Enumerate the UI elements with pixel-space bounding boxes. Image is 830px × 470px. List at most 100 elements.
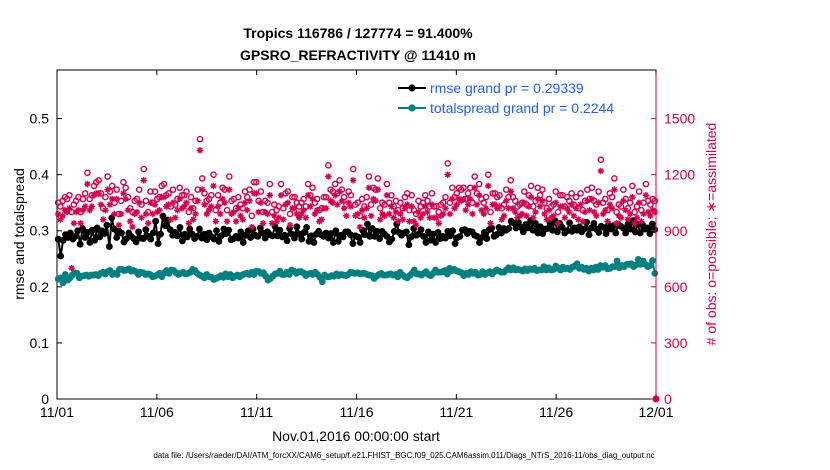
assimilated-obs-point: [588, 195, 596, 203]
assimilated-obs-point: [329, 199, 337, 206]
possible-obs-point: [647, 201, 654, 208]
possible-obs-point: [133, 195, 141, 203]
assimilated-obs-point: [572, 205, 580, 212]
assimilated-obs-point: [507, 188, 514, 195]
data-point-0: [558, 223, 566, 231]
possible-obs-point: [651, 197, 659, 205]
assimilated-obs-point: [552, 199, 559, 206]
assimilated-obs-point: [629, 193, 636, 201]
data-point-0: [159, 212, 167, 220]
assimilated-obs-point: [626, 210, 634, 218]
legend: rmse grand pr = 0.29339 totalspread gran…: [392, 78, 648, 118]
possible-obs-point: [304, 180, 312, 188]
data-point-0: [334, 237, 342, 245]
y-tick-label: 0.2: [30, 279, 50, 295]
legend-spread-label: totalspread grand pr = 0.2244: [430, 100, 614, 116]
axis-layer: 0 0.1 0.2 0.3 0.4 0.5 0 300 600 900 1200 1500 11/01 1…: [30, 70, 695, 420]
assimilated-obs-point: [584, 197, 591, 205]
assimilated-obs-point: [644, 208, 652, 216]
assimilated-obs-point: [575, 216, 582, 223]
assimilated-obs-point: [86, 206, 93, 214]
data-point-0: [300, 229, 308, 236]
assimilated-obs-point: [298, 210, 305, 218]
x-axis-label: Nov.01,2016 00:00:00 start: [272, 428, 440, 444]
possible-obs-point: [633, 203, 641, 210]
data-point-0: [174, 232, 181, 240]
y2-axis-label: # of obs: o=possible; ∗=assimilated: [703, 123, 719, 346]
data-point-0: [354, 233, 362, 241]
chart-subtitle: GPSRO_REFRACTIVITY @ 11410 m: [240, 47, 476, 63]
assimilated-obs-point: [126, 218, 134, 225]
possible-obs-point: [421, 191, 429, 199]
legend-rmse-marker: [408, 84, 416, 92]
data-point-0: [91, 236, 99, 244]
data-point-0: [152, 217, 160, 225]
possible-obs-point: [566, 197, 573, 205]
possible-obs-point: [464, 190, 472, 197]
assimilated-obs-point: [334, 201, 341, 208]
assimilated-obs-point: [523, 212, 530, 220]
assimilated-obs-point: [277, 192, 285, 199]
possible-obs-point: [482, 193, 490, 201]
assimilated-obs-point: [512, 208, 519, 216]
x-tick-label: 11/26: [539, 404, 573, 420]
assimilated-obs-point: [590, 208, 598, 216]
possible-obs-point: [507, 176, 515, 184]
assimilated-obs-point: [212, 218, 219, 225]
data-point-0: [553, 228, 561, 236]
possible-obs-point: [196, 135, 204, 143]
possible-obs-point: [595, 188, 602, 195]
data-point-0: [161, 222, 169, 230]
assimilated-obs-point: [221, 199, 228, 206]
possible-obs-point: [484, 171, 492, 178]
assimilated-obs-point: [259, 220, 267, 227]
assimilated-obs-point: [244, 206, 251, 214]
assimilated-obs-point: [388, 203, 395, 210]
possible-obs-point: [207, 191, 215, 199]
data-point-0: [118, 229, 125, 237]
assimilated-obs-point: [331, 192, 339, 199]
assimilated-obs-point: [345, 199, 352, 206]
possible-obs-point: [214, 191, 222, 199]
possible-obs-point: [212, 206, 220, 214]
possible-obs-point: [250, 178, 258, 186]
assimilated-obs-point: [97, 201, 105, 208]
assimilated-obs-point: [471, 184, 478, 191]
assimilated-obs-point: [318, 216, 325, 223]
possible-obs-point: [57, 203, 64, 210]
assimilated-obs-point: [403, 201, 411, 208]
data-point-0: [432, 239, 440, 246]
x-tick-label: 11/16: [340, 404, 374, 420]
y2-tick-label: 0: [664, 391, 672, 407]
assimilated-obs-point: [203, 210, 210, 218]
data-point-0: [261, 234, 269, 242]
data-point-0: [644, 224, 651, 232]
possible-obs-point: [475, 180, 483, 188]
data-point-0: [373, 227, 381, 235]
assimilated-obs-point: [536, 203, 544, 210]
data-point-0: [646, 230, 654, 237]
data-point-0: [648, 220, 656, 228]
assimilated-obs-point: [111, 210, 118, 218]
assimilated-obs-point: [66, 205, 73, 212]
assimilated-obs-point: [291, 205, 298, 212]
assimilated-obs-point: [428, 201, 436, 208]
assimilated-obs-point: [338, 197, 346, 205]
assimilated-obs-point: [165, 201, 172, 208]
data-point-0: [434, 229, 442, 236]
possible-obs-point: [160, 180, 168, 188]
data-point-0: [293, 223, 301, 231]
possible-obs-point: [489, 190, 497, 197]
assimilated-obs-point: [264, 210, 271, 218]
data-point-1: [113, 271, 121, 278]
data-point-1: [649, 257, 656, 264]
assimilated-obs-point: [210, 182, 217, 190]
possible-obs-point: [135, 186, 143, 193]
data-point-0: [101, 230, 108, 237]
assimilated-obs-point: [235, 205, 242, 212]
possible-obs-point: [201, 190, 208, 197]
data-point-0: [532, 220, 539, 227]
data-point-0: [602, 230, 610, 237]
assimilated-obs-point: [300, 206, 307, 214]
possible-obs-point: [79, 195, 87, 203]
